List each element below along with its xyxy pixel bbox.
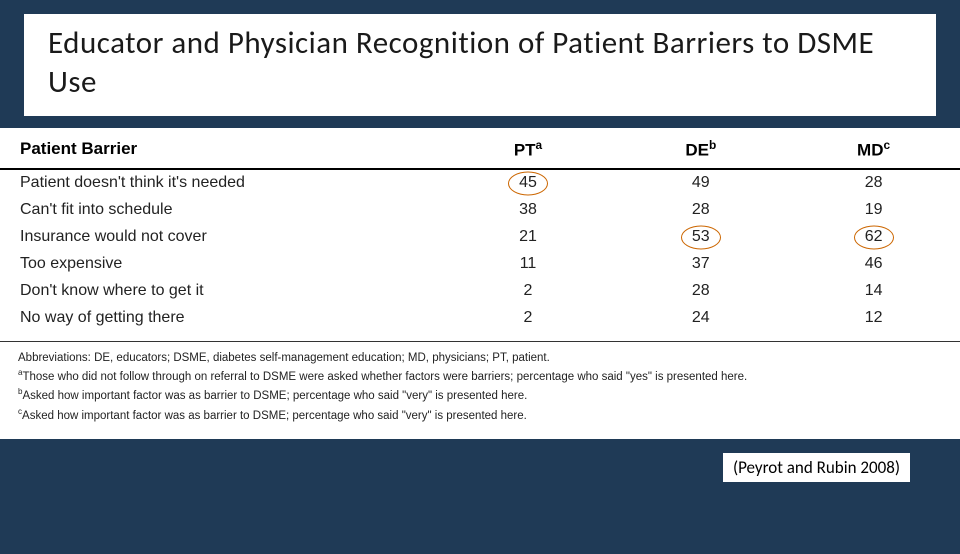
- cell-md: 62: [787, 224, 960, 251]
- cell-md: 19: [787, 197, 960, 224]
- barriers-table: Patient Barrier PTa DEb MDc Patient does…: [0, 128, 960, 342]
- cell-md: 28: [787, 169, 960, 197]
- footnotes-block: Abbreviations: DE, educators; DSME, diab…: [0, 341, 960, 438]
- table-row: Too expensive113746: [0, 251, 960, 278]
- col-header-md: MDc: [787, 128, 960, 170]
- cell-barrier: No way of getting there: [0, 305, 442, 341]
- cell-de: 53: [614, 224, 787, 251]
- table-row: No way of getting there22412: [0, 305, 960, 341]
- table-header-row: Patient Barrier PTa DEb MDc: [0, 128, 960, 170]
- cell-barrier: Insurance would not cover: [0, 224, 442, 251]
- table-panel: Patient Barrier PTa DEb MDc Patient does…: [0, 128, 960, 439]
- table-row: Don't know where to get it22814: [0, 278, 960, 305]
- citation-text: (Peyrot and Rubin 2008): [723, 453, 910, 482]
- cell-pt: 38: [442, 197, 615, 224]
- cell-de: 49: [614, 169, 787, 197]
- col-header-pt: PTa: [442, 128, 615, 170]
- cell-de: 28: [614, 197, 787, 224]
- table-row: Patient doesn't think it's needed454928: [0, 169, 960, 197]
- cell-pt: 2: [442, 305, 615, 341]
- col-header-de: DEb: [614, 128, 787, 170]
- cell-de: 37: [614, 251, 787, 278]
- col-header-barrier: Patient Barrier: [0, 128, 442, 170]
- cell-pt: 2: [442, 278, 615, 305]
- footnote-abbrev: Abbreviations: DE, educators; DSME, diab…: [18, 350, 942, 367]
- cell-barrier: Can't fit into schedule: [0, 197, 442, 224]
- footnote-a: aThose who did not follow through on ref…: [18, 367, 942, 386]
- cell-md: 14: [787, 278, 960, 305]
- footnote-c: cAsked how important factor was as barri…: [18, 406, 942, 425]
- cell-md: 12: [787, 305, 960, 341]
- cell-de: 24: [614, 305, 787, 341]
- title-panel: Educator and Physician Recognition of Pa…: [24, 14, 936, 116]
- page-title: Educator and Physician Recognition of Pa…: [48, 24, 912, 102]
- cell-barrier: Too expensive: [0, 251, 442, 278]
- cell-barrier: Don't know where to get it: [0, 278, 442, 305]
- cell-pt: 21: [442, 224, 615, 251]
- cell-barrier: Patient doesn't think it's needed: [0, 169, 442, 197]
- footnote-b: bAsked how important factor was as barri…: [18, 386, 942, 405]
- citation-row: (Peyrot and Rubin 2008): [0, 439, 960, 482]
- cell-pt: 45: [442, 169, 615, 197]
- cell-de: 28: [614, 278, 787, 305]
- table-row: Insurance would not cover215362: [0, 224, 960, 251]
- cell-pt: 11: [442, 251, 615, 278]
- table-row: Can't fit into schedule382819: [0, 197, 960, 224]
- cell-md: 46: [787, 251, 960, 278]
